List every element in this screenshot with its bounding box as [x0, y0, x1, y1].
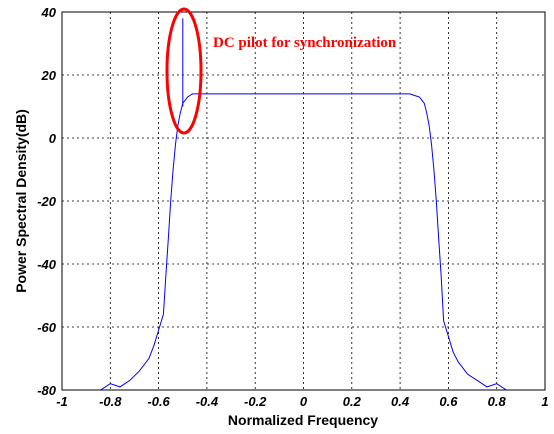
x-tick-label: 0.4 [391, 394, 410, 409]
grid [62, 12, 545, 390]
x-tick-label: 0 [300, 394, 308, 409]
x-tick-label: 0.8 [488, 394, 507, 409]
x-tick-label: -0.2 [244, 394, 267, 409]
y-axis: -80 -60 -40 -20 0 20 40 [37, 5, 57, 398]
x-axis: -1 -0.8 -0.6 -0.4 -0.2 0 0.2 0.4 0.6 0.8 1 [56, 394, 548, 409]
x-tick-label: -1 [56, 394, 68, 409]
x-tick-label: 0.6 [439, 394, 458, 409]
y-tick-label: 0 [49, 131, 57, 146]
y-tick-label: -80 [37, 383, 57, 398]
x-axis-label: Normalized Frequency [228, 412, 378, 428]
x-tick-label: -0.8 [99, 394, 122, 409]
psd-series-line [100, 93, 507, 391]
y-axis-label: Power Spectral Density(dB) [13, 109, 29, 293]
y-tick-label: -20 [37, 194, 57, 209]
y-tick-label: -40 [37, 257, 57, 272]
annotation-label: DC pilot for synchronization [213, 35, 397, 51]
x-tick-label: 0.2 [343, 394, 362, 409]
y-tick-label: -60 [37, 320, 57, 335]
y-tick-label: 40 [41, 5, 57, 20]
y-tick-label: 20 [41, 68, 57, 83]
x-tick-label: 1 [541, 394, 548, 409]
pilot-highlight-ellipse [165, 7, 203, 135]
x-tick-label: -0.6 [147, 394, 170, 409]
x-tick-label: -0.4 [196, 394, 219, 409]
